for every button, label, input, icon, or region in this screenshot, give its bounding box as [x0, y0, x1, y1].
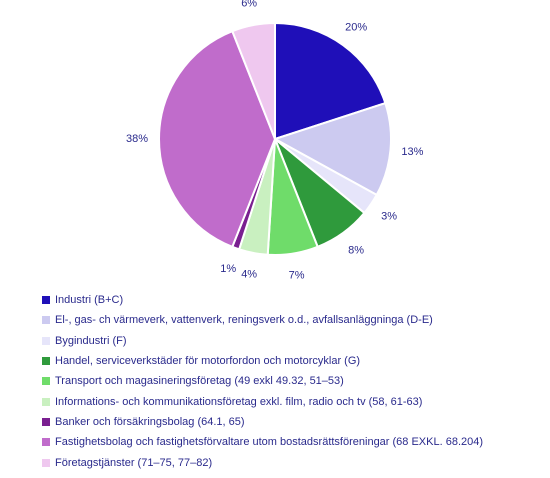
- pie-slice-8: [158, 29, 277, 249]
- legend-swatch: [42, 438, 50, 447]
- legend-label: Företagstjänster (71–75, 77–82): [55, 456, 213, 469]
- pie-slice-label-1: 20%: [345, 21, 367, 33]
- legend-swatch: [42, 458, 50, 467]
- pie-slice-label-2: 13%: [401, 146, 423, 158]
- pie-slice-1: [274, 21, 387, 141]
- legend-swatch: [42, 377, 50, 386]
- legend-label: Bygindustri (F): [55, 334, 127, 347]
- legend-swatch: [42, 357, 50, 366]
- legend-label: Banker och försäkringsbolag (64.1, 65): [55, 415, 245, 428]
- legend-item-2: El-, gas- ch värmeverk, vattenverk, reni…: [42, 310, 483, 330]
- legend-item-6: Informations- och kommunikationsföretag …: [42, 391, 483, 411]
- pie-slice-label-6: 4%: [241, 269, 257, 280]
- legend-item-5: Transport och magasineringsföretag (49 e…: [42, 371, 483, 391]
- pie-slice-label-9: 6%: [241, 0, 257, 9]
- pie-slice-label-7: 1%: [220, 263, 236, 275]
- legend-item-3: Bygindustri (F): [42, 331, 483, 351]
- pie-slices: [158, 21, 392, 256]
- pie-slice-label-8: 38%: [126, 133, 148, 145]
- pie-labels: 20% 13% 3% 8% 7% 4% 1% 38% 6%: [126, 0, 424, 280]
- legend-swatch: [42, 336, 50, 345]
- legend-item-7: Banker och försäkringsbolag (64.1, 65): [42, 412, 483, 432]
- pie-slice-label-5: 7%: [289, 269, 305, 280]
- legend-item-1: Industri (B+C): [42, 290, 483, 310]
- legend-item-9: Företagstjänster (71–75, 77–82): [42, 452, 483, 472]
- legend-label: Handel, serviceverkstäder för motorfordo…: [55, 355, 361, 368]
- legend: Industri (B+C) El-, gas- ch värmeverk, va…: [42, 290, 483, 473]
- pie-slice-2: [272, 101, 392, 197]
- legend-swatch: [42, 397, 50, 406]
- pie-slice-label-3: 3%: [381, 211, 397, 223]
- legend-swatch: [42, 417, 50, 426]
- legend-label: Industri (B+C): [55, 294, 124, 307]
- legend-item-4: Handel, serviceverkstäder för motorfordo…: [42, 351, 483, 371]
- pie-slice-label-4: 8%: [348, 245, 364, 257]
- legend-label: El-, gas- ch värmeverk, vattenverk, reni…: [55, 314, 433, 327]
- legend-label: Transport och magasineringsföretag (49 e…: [55, 375, 344, 388]
- pie-chart: 20% 13% 3% 8% 7% 4% 1% 38% 6%: [126, 0, 424, 280]
- pie-slice-9: [231, 21, 276, 140]
- legend-label: Informations- och kommunikationsföretag …: [55, 395, 423, 408]
- legend-label: Fastighetsbolag och fastighetsförvaltare…: [55, 436, 484, 449]
- legend-swatch: [42, 316, 50, 325]
- legend-item-8: Fastighetsbolag och fastighetsförvaltare…: [42, 432, 483, 452]
- legend-swatch: [42, 296, 50, 305]
